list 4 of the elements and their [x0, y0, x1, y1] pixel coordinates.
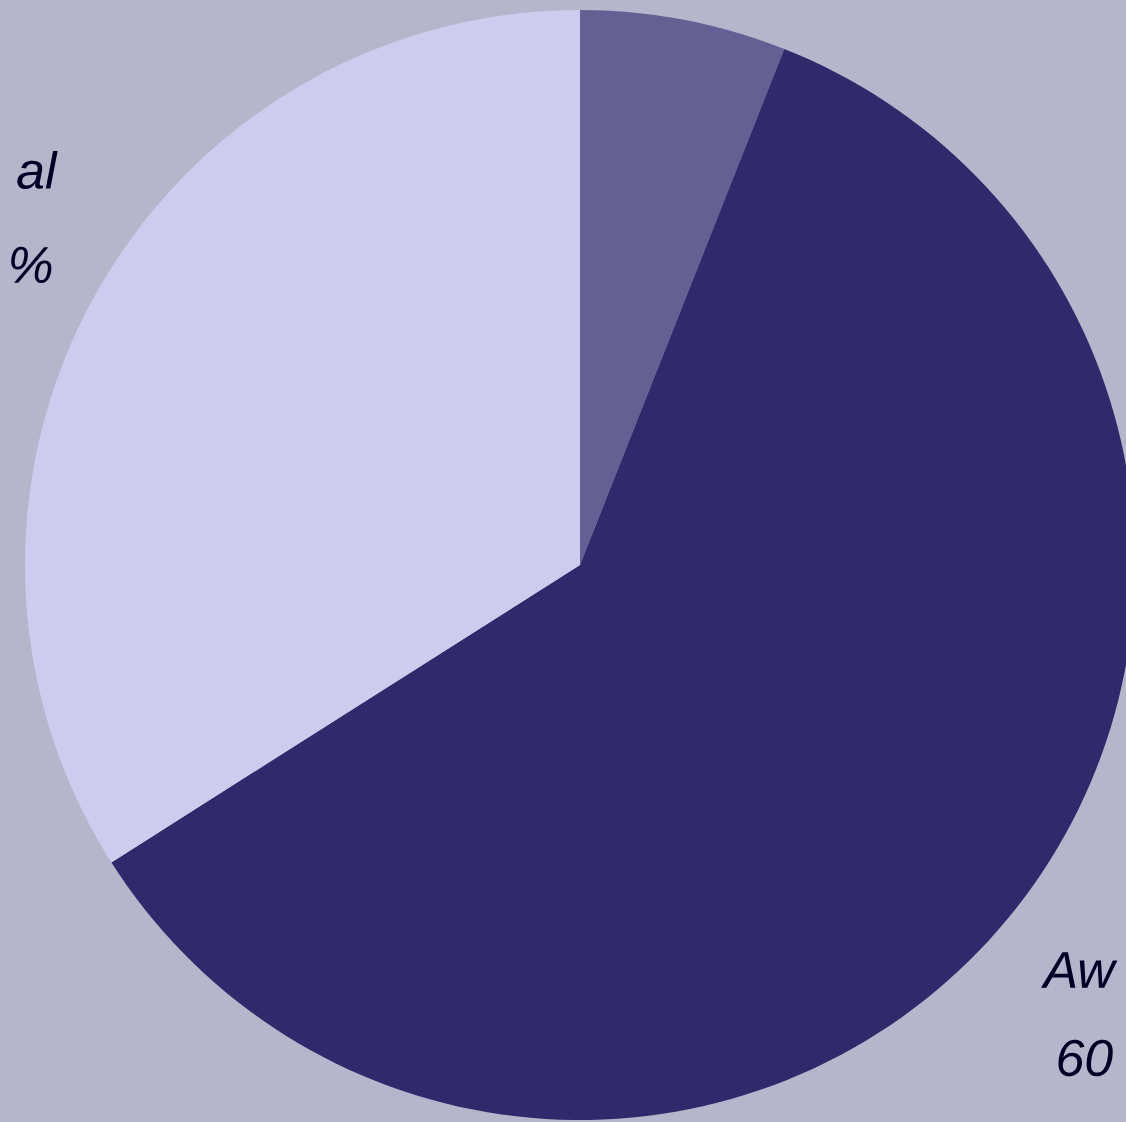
text: al: [17, 150, 58, 190]
text: 60: [1058, 1039, 1113, 1077]
text: %: [11, 246, 52, 284]
text: Aw: [1040, 952, 1118, 988]
